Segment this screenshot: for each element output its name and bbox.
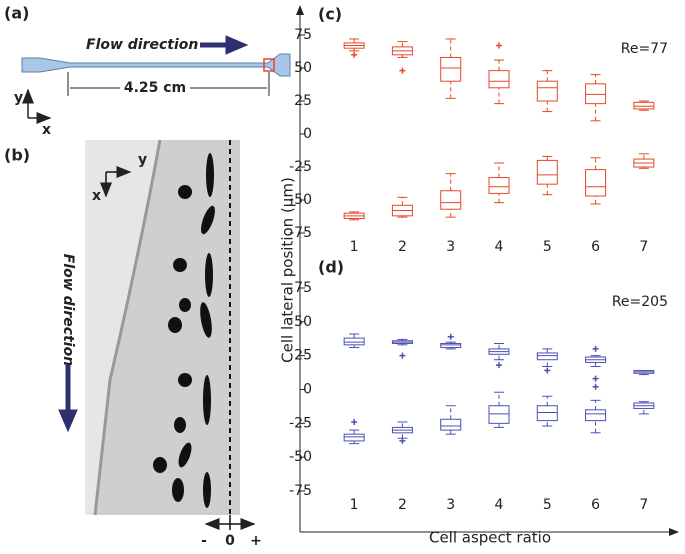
x-tick-label: 3 [446, 497, 455, 513]
box [343, 433, 365, 442]
y-tick-label: 0 [303, 126, 312, 142]
flow-label: Flow direction [86, 37, 198, 53]
box [343, 337, 365, 346]
flier [496, 42, 502, 49]
box [585, 409, 607, 422]
flier [592, 375, 599, 382]
flier [544, 367, 551, 374]
flier [447, 333, 454, 340]
box [536, 159, 558, 185]
x-tick-label: 4 [495, 497, 504, 513]
box [440, 190, 462, 210]
box [536, 352, 558, 361]
x-tick-label: 2 [398, 497, 407, 513]
x-tick-label: 7 [639, 239, 648, 255]
roi [263, 58, 275, 72]
flier [399, 437, 406, 444]
flier [592, 345, 599, 352]
x-tick-label: 1 [350, 239, 359, 255]
box [440, 418, 462, 431]
x-tick-label: 5 [543, 497, 552, 513]
x-tick-label: 2 [398, 239, 407, 255]
annotation: Re=205 [612, 294, 668, 310]
x-tick-label: 4 [495, 239, 504, 255]
box [440, 56, 462, 82]
wall-edge [93, 139, 162, 516]
cells [153, 153, 215, 508]
flier [399, 67, 406, 74]
flier [351, 418, 358, 425]
flow-label: Flow direction [60, 254, 76, 366]
box [536, 405, 558, 422]
flow-arrow [200, 35, 249, 55]
sign-label: 0 [225, 533, 235, 549]
flier [399, 352, 406, 359]
box [585, 83, 607, 105]
x-tick-label: 5 [543, 239, 552, 255]
axis-letter: y [138, 152, 147, 168]
panel-label: (c) [318, 5, 342, 24]
sign-label: - [201, 533, 207, 549]
panel-label: (b) [4, 146, 30, 165]
y-axis-label: Cell lateral position (μm) [279, 177, 297, 363]
length-label: 4.25 cm [124, 80, 186, 96]
flier [496, 362, 502, 369]
x-axis-label: Cell aspect ratio [429, 529, 551, 547]
axis-letter: y [14, 90, 23, 106]
box [585, 169, 607, 197]
x-tick-label: 1 [350, 497, 359, 513]
panel-label: (a) [4, 4, 29, 23]
box [488, 70, 510, 89]
annotation: Re=77 [621, 41, 668, 57]
box [440, 342, 462, 349]
flow-arrow [58, 365, 78, 433]
x-tick-label: 6 [591, 497, 600, 513]
panel-label: (d) [318, 258, 344, 277]
axis-letter: x [92, 188, 101, 204]
x-tick-label: 7 [639, 497, 648, 513]
flier [351, 51, 358, 58]
sign-label: + [250, 533, 262, 549]
channel [21, 53, 291, 77]
box [536, 80, 558, 102]
x-tick-label: 3 [446, 239, 455, 255]
axis-letter: x [42, 122, 51, 138]
box [488, 177, 510, 194]
x-tick-label: 6 [591, 239, 600, 255]
box [488, 405, 510, 424]
y-tick-label: 0 [303, 382, 312, 398]
flier [592, 383, 599, 390]
box [633, 101, 655, 110]
